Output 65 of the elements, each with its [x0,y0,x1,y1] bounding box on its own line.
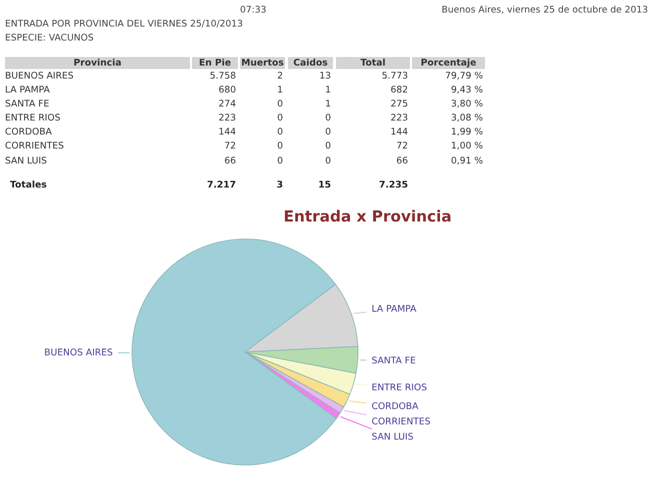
slice-label: BUENOS AIRES [45,348,112,356]
text: 275 [391,100,408,107]
text: 0 [278,142,282,149]
chart-title: Entrada x Provincia [284,210,450,222]
text: CORRIENTES [6,142,64,149]
text: 0 [326,128,330,135]
text: 223 [391,114,408,121]
text: 0 [278,156,282,164]
slice-label: ENTRE RIOS [372,383,426,390]
text: 0 [278,128,282,135]
slice-label: CORDOBA [372,402,418,410]
text: 274 [219,100,236,107]
text: Muertos [242,58,284,66]
text: 72 [397,142,408,149]
text: 07:33 [240,6,266,13]
text: 0 [278,114,282,121]
text: Total [360,58,385,66]
text: 66 [396,156,408,164]
text: 680 [219,86,236,93]
text: 1,99 % [452,128,482,136]
text: 2 [278,72,282,79]
slice-label: SAN LUIS [372,432,413,440]
slice-label: SANTA FE [372,356,416,364]
text: 66 [224,156,236,164]
text: 0,91 % [452,156,482,165]
text: 3,80 % [452,100,482,108]
text: 79,79 % [446,72,482,80]
text: 3 [277,180,282,188]
text: 223 [219,114,236,121]
text: 1,00 % [452,142,482,150]
text: Caidos [294,58,328,66]
text: 3,08 % [452,114,482,122]
text: ENTRADA POR PROVINCIA DEL VIERNES 25/10/2013 [6,20,242,28]
text: Provincia [74,58,121,66]
text: En Pie [200,58,231,66]
text: 7.217 [208,180,236,188]
text: 5.773 [382,72,408,79]
text: 5.758 [210,72,236,79]
text: 682 [391,86,408,93]
text: 9,43 % [452,86,482,94]
text: 0 [278,100,282,107]
text: Buenos Aires, viernes 25 de octubre de 2013 [442,6,648,14]
slice-label: CORRIENTES [372,418,430,424]
slice-label: LA PAMPA [372,305,416,312]
text: 13 [320,72,330,79]
text: 72 [225,142,236,149]
text: Porcentaje [422,58,476,68]
text: 144 [220,128,236,135]
text: 1 [326,86,330,93]
text: 15 [319,180,330,188]
text: 1 [278,86,282,93]
text: BUENOS AIRES [6,72,74,79]
text: 0 [326,114,330,121]
text: SAN LUIS [6,156,46,164]
text: ESPECIE: VACUNOS [6,34,94,41]
text: SANTA FE [6,100,49,107]
text: ENTRE RIOS [6,114,60,121]
text: Totales [10,180,46,188]
text: 0 [326,156,330,164]
text: 7.235 [380,180,408,188]
text: 144 [392,128,408,135]
text: CORDOBA [6,128,52,135]
text: 1 [326,100,330,107]
text: 0 [326,142,330,149]
text: LA PAMPA [6,86,50,93]
